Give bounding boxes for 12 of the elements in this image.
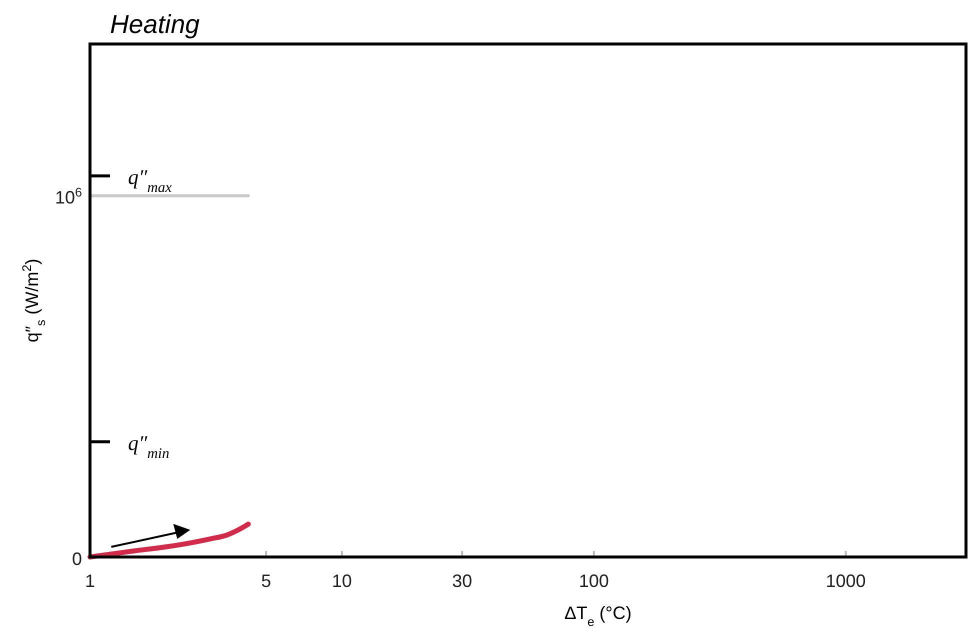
ref-line-label: q″$_{max}$ [128, 164, 172, 196]
x-axis-title: ΔT$_{e}$ (°C) [564, 603, 632, 629]
x-tick-label: 10 [332, 571, 352, 591]
x-tick-label: 30 [452, 571, 472, 591]
y-tick-label: 10$^{6}$ [54, 186, 82, 208]
x-tick-label: 100 [578, 571, 609, 591]
ref-line-label: q″$_{min}$ [128, 430, 170, 462]
x-tick-label: 1 [84, 571, 96, 591]
x-tick-label: 5 [261, 571, 272, 591]
x-tick-label: 1000 [826, 571, 866, 591]
chart-title: Heating [110, 9, 200, 39]
y-tick-label: 0 [72, 549, 82, 569]
